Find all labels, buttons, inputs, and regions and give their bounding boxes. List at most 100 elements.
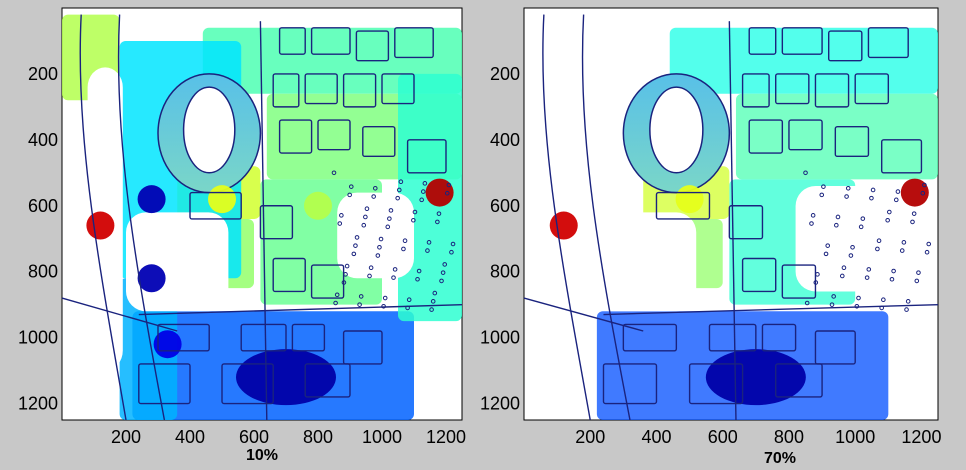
contour-building (138, 363, 191, 405)
feature-blob (137, 185, 166, 214)
contour-dot (412, 209, 418, 215)
contour-line (79, 14, 127, 421)
x-tick-label: 1000 (835, 427, 875, 447)
contour-building (381, 73, 415, 105)
contour-dot (411, 217, 416, 223)
x-tick-label: 1200 (901, 427, 941, 447)
feature-blob (86, 211, 115, 240)
x-tick-labels: 200 400 600 800 1000 1200 (575, 427, 941, 447)
contour-dot (823, 251, 829, 257)
contour-dot (440, 270, 446, 275)
contour-line (61, 297, 178, 332)
contour-dot (435, 219, 440, 225)
contour-building (622, 323, 678, 352)
y-tick-label: 400 (490, 130, 520, 150)
x-tick-labels: 200 400 600 800 1000 1200 (111, 427, 466, 447)
nodata-region (795, 185, 922, 292)
feature-blob (675, 185, 704, 214)
feature-blob (208, 185, 236, 214)
contour-dot (922, 182, 927, 188)
contour-dot (904, 307, 909, 312)
contour-building (310, 27, 351, 55)
contour-dot (446, 182, 452, 188)
contour-building (775, 363, 823, 398)
contour-line (117, 14, 166, 421)
contour-dot (348, 184, 354, 189)
feature-blob (137, 264, 166, 293)
contour-dot (920, 190, 926, 196)
contour-dot (893, 197, 899, 203)
contour-building (688, 363, 744, 405)
contour-dot (341, 280, 347, 285)
contour-dot (358, 294, 364, 299)
contour-dot (834, 222, 839, 228)
y-tick-label: 600 (490, 196, 520, 216)
contour-dot (430, 299, 436, 304)
contour-dot (879, 305, 884, 311)
stadium-field (182, 86, 236, 174)
contour-dot (831, 294, 836, 299)
contour-dot (334, 292, 340, 298)
contour-dot (870, 187, 876, 193)
contour-building (272, 73, 300, 108)
contour-dot (450, 241, 456, 247)
contour-building (880, 139, 923, 174)
y-tick-label: 800 (28, 262, 58, 282)
contour-dot (381, 303, 386, 309)
contour-lines (61, 14, 463, 421)
contour-building (741, 73, 770, 108)
contour-dot (396, 187, 402, 193)
contour-dot (364, 206, 370, 212)
contour-dot (425, 248, 430, 253)
contour-building (655, 191, 711, 220)
contour-dot (416, 268, 422, 274)
contour-dot (825, 243, 831, 248)
contour-dot (401, 246, 406, 252)
contour-dot (378, 236, 384, 242)
contour-dot (363, 214, 368, 220)
contour-dot (845, 185, 851, 191)
contour-building (362, 125, 396, 158)
contour-building (406, 139, 447, 174)
contour-building (272, 257, 306, 293)
contour-dot (860, 216, 866, 221)
contour-dot (815, 272, 820, 277)
contour-building (304, 363, 351, 398)
nodata-region (337, 192, 414, 279)
contour-dot (876, 238, 882, 243)
panel-title: 70% (764, 450, 796, 465)
y-tick-label: 1000 (480, 328, 520, 348)
contour-dot (910, 219, 915, 225)
contour-dot (858, 224, 864, 230)
panel-title: 10% (246, 447, 278, 464)
field-region (202, 27, 463, 94)
contour-dot (889, 276, 895, 282)
contour-dot (395, 195, 400, 201)
stadium-field (649, 86, 704, 174)
contour-dot (392, 267, 398, 272)
contour-dot (911, 211, 917, 216)
contour-building (278, 27, 306, 55)
heatmap-panel-10pct: 200 400 600 800 1000 1200 200 400 600 800 1000 120… (18, 7, 466, 464)
contour-dot (914, 278, 920, 284)
contour-building (814, 73, 850, 108)
contour-dot (382, 295, 388, 301)
contour-lines (523, 14, 939, 421)
contour-building (834, 125, 870, 158)
contour-dot (351, 251, 357, 257)
field-region (735, 93, 938, 180)
nodata-region (590, 212, 697, 312)
contour-dot (899, 248, 905, 253)
heatmap-blobs (62, 14, 463, 420)
contour-dot (420, 189, 426, 194)
contour-dot (372, 185, 378, 191)
contour-building (788, 119, 823, 151)
contour-dot (844, 194, 849, 199)
contour-dot (402, 238, 408, 243)
contour-building (781, 27, 823, 55)
contour-building (708, 323, 757, 352)
contour-dot (895, 189, 901, 194)
contour-building (748, 27, 777, 55)
